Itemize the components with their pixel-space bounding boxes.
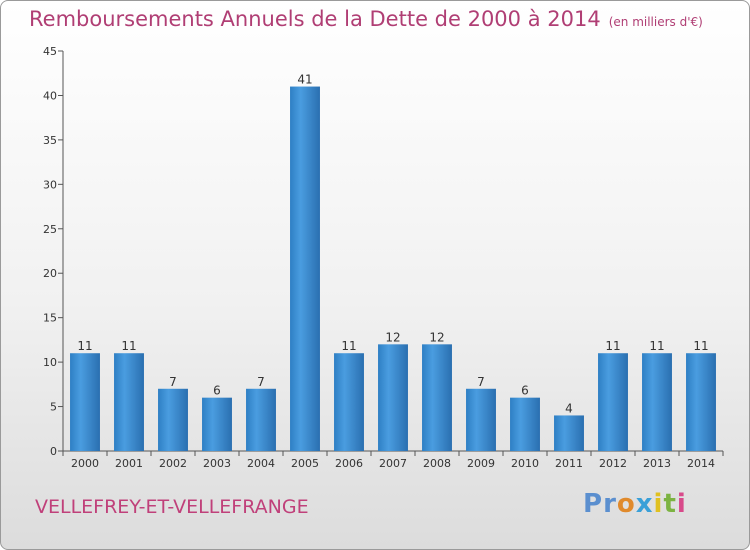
bar [642, 353, 672, 451]
bar-value-label: 6 [213, 384, 221, 398]
chart-subtitle: (en milliers d'€) [608, 15, 703, 29]
bar [510, 397, 540, 451]
bar-value-label: 11 [605, 339, 620, 353]
bar-value-label: 11 [121, 339, 136, 353]
logo-letter: i [676, 489, 687, 519]
logo-letter: o [616, 489, 636, 519]
logo-letter: x [635, 489, 654, 519]
bar [70, 353, 100, 451]
x-tick-label: 2001 [115, 457, 143, 470]
chart-title: Remboursements Annuels de la Dette de 20… [29, 7, 703, 31]
x-tick-label: 2005 [291, 457, 319, 470]
x-tick-label: 2003 [203, 457, 231, 470]
bar [114, 353, 144, 451]
x-tick-label: 2007 [379, 457, 407, 470]
y-tick-label: 35 [43, 134, 57, 147]
logo-letter: t [663, 489, 677, 519]
bar [202, 397, 232, 451]
bar [246, 388, 276, 451]
x-tick-label: 2014 [687, 457, 715, 470]
y-tick-label: 45 [43, 45, 57, 58]
proxiti-logo[interactable]: Proxiti [583, 489, 687, 519]
y-tick-label: 40 [43, 89, 57, 102]
chart-bars: 11 11 7 6 7 41 11 12 12 7 6 4 11 11 11 [70, 73, 716, 452]
logo-letter: r [603, 489, 617, 519]
bar-value-label: 4 [565, 401, 573, 415]
x-tick-label: 2009 [467, 457, 495, 470]
logo-letter: i [653, 489, 664, 519]
x-tick-label: 2004 [247, 457, 275, 470]
x-tick-label: 2012 [599, 457, 627, 470]
bar-value-label: 12 [429, 330, 444, 344]
y-tick-label: 30 [43, 178, 57, 191]
bar-value-label: 11 [341, 339, 356, 353]
y-tick-label: 15 [43, 312, 57, 325]
x-tick-label: 2002 [159, 457, 187, 470]
x-tick-label: 2006 [335, 457, 363, 470]
x-tick-label: 2011 [555, 457, 583, 470]
x-tick-label: 2000 [71, 457, 99, 470]
bar-value-label: 11 [649, 339, 664, 353]
title-text: Remboursements Annuels de la Dette de 20… [29, 7, 601, 31]
commune-name: VELLEFREY-ET-VELLEFRANGE [35, 496, 309, 518]
bar-value-label: 11 [693, 339, 708, 353]
bar [466, 388, 496, 451]
y-tick-label: 25 [43, 223, 57, 236]
bar [290, 86, 320, 452]
chart-axes: 0 5 10 15 20 25 30 35 40 45 2000 2001 2002 2003 2004 20… [43, 45, 724, 470]
bar [378, 344, 408, 451]
bar-value-label: 41 [297, 73, 312, 87]
bar-value-label: 7 [477, 375, 485, 389]
bar [334, 353, 364, 451]
logo-letter: P [583, 489, 604, 519]
y-tick-label: 20 [43, 267, 57, 280]
bar-value-label: 7 [257, 375, 265, 389]
x-tick-label: 2008 [423, 457, 451, 470]
y-tick-label: 10 [43, 356, 57, 369]
bar [686, 353, 716, 451]
y-tick-label: 5 [50, 401, 57, 414]
bar [598, 353, 628, 451]
bar [554, 415, 584, 451]
bar-value-label: 6 [521, 384, 529, 398]
bar [158, 388, 188, 451]
x-tick-label: 2013 [643, 457, 671, 470]
y-tick-label: 0 [50, 445, 57, 458]
bar-value-label: 7 [169, 375, 177, 389]
x-tick-label: 2010 [511, 457, 539, 470]
bar [422, 344, 452, 451]
bar-value-label: 11 [77, 339, 92, 353]
bar-value-label: 12 [385, 330, 400, 344]
